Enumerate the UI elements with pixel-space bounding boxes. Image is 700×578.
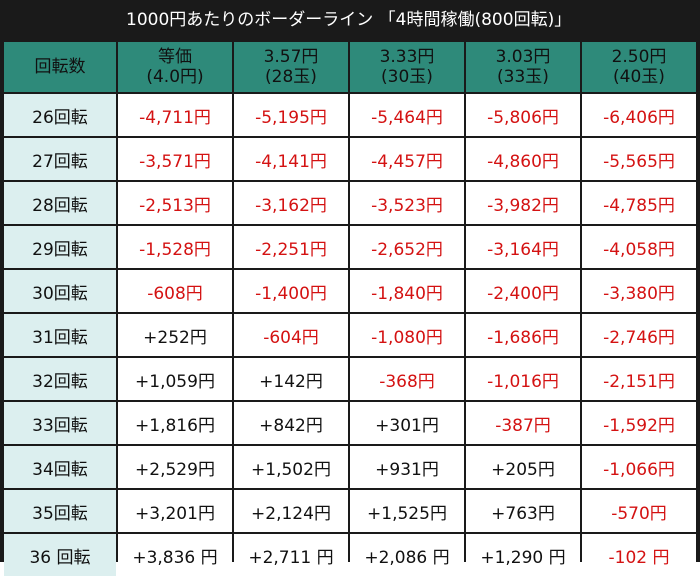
table-cell: -1,066円 [582,446,696,488]
header-rate: 3.33円 (30玉) [350,42,464,92]
table-cell: -570円 [582,490,696,532]
table-cell: -3,571円 [118,138,232,180]
table-row: 28回転 -2,513円 -3,162円 -3,523円 -3,982円 -4,785円 [4,182,696,224]
table-cell: -2,652円 [350,226,464,268]
border-line-table: 回転数 等価 (4.0円) 3.57円 (28玉) 3.33円 (30玉) 3.03円… [2,40,698,578]
table-cell: +1,525円 [350,490,464,532]
table-cell: -4,711円 [118,94,232,136]
row-label: 27回転 [4,138,116,180]
table-cell: +2,711 円 [234,534,348,576]
table-cell: +252円 [118,314,232,356]
table-cell: +2,086 円 [350,534,464,576]
table-cell: -5,464円 [350,94,464,136]
table-row: 27回転 -3,571円 -4,141円 -4,457円 -4,860円 -5,565円 [4,138,696,180]
row-label: 31回転 [4,314,116,356]
table-cell: -1,400円 [234,270,348,312]
table-cell: +2,529円 [118,446,232,488]
table-cell: +763円 [466,490,580,532]
table-row: 29回転 -1,528円 -2,251円 -2,652円 -3,164円 -4,058円 [4,226,696,268]
table-cell: -2,251円 [234,226,348,268]
header-rate: 2.50円 (40玉) [582,42,696,92]
table-cell: -1,016円 [466,358,580,400]
row-label: 32回転 [4,358,116,400]
table-cell: -3,162円 [234,182,348,224]
table-cell: -1,840円 [350,270,464,312]
table-cell: +142円 [234,358,348,400]
table-cell: +1,502円 [234,446,348,488]
table-row: 34回転 +2,529円 +1,502円 +931円 +205円 -1,066円 [4,446,696,488]
table-cell: +205円 [466,446,580,488]
table-row: 30回転 -608円 -1,400円 -1,840円 -2,400円 -3,380円 [4,270,696,312]
header-rate: 等価 (4.0円) [118,42,232,92]
table-cell: -102 円 [582,534,696,576]
table-cell: +3,201円 [118,490,232,532]
table-row: 26回転 -4,711円 -5,195円 -5,464円 -5,806円 -6,406円 [4,94,696,136]
table-cell: -4,860円 [466,138,580,180]
row-label: 35回転 [4,490,116,532]
header-row: 回転数 等価 (4.0円) 3.57円 (28玉) 3.33円 (30玉) 3.03円… [4,42,696,92]
table-cell: -6,406円 [582,94,696,136]
table-cell: -1,528円 [118,226,232,268]
table-cell: -1,592円 [582,402,696,444]
table-row: 36 回転 +3,836 円 +2,711 円 +2,086 円 +1,290 円 -10… [4,534,696,576]
table-cell: +1,290 円 [466,534,580,576]
table-cell: -368円 [350,358,464,400]
table-cell: -4,058円 [582,226,696,268]
table-cell: -5,195円 [234,94,348,136]
table-cell: -604円 [234,314,348,356]
header-rate: 3.03円 (33玉) [466,42,580,92]
table-row: 31回転 +252円 -604円 -1,080円 -1,686円 -2,746円 [4,314,696,356]
table-row: 35回転 +3,201円 +2,124円 +1,525円 +763円 -570円 [4,490,696,532]
table-cell: +2,124円 [234,490,348,532]
table-cell: -2,746円 [582,314,696,356]
row-label: 30回転 [4,270,116,312]
table-cell: +3,836 円 [118,534,232,576]
table-row: 32回転 +1,059円 +142円 -368円 -1,016円 -2,151円 [4,358,696,400]
table-cell: -4,141円 [234,138,348,180]
header-spins: 回転数 [4,42,116,92]
table-title: 1000円あたりのボーダーライン 「4時間稼働(800回転)」 [126,10,572,30]
table-cell: -2,151円 [582,358,696,400]
row-label: 34回転 [4,446,116,488]
row-label: 29回転 [4,226,116,268]
table-cell: -387円 [466,402,580,444]
table-row: 33回転 +1,816円 +842円 +301円 -387円 -1,592円 [4,402,696,444]
table-cell: -5,806円 [466,94,580,136]
table-cell: -4,785円 [582,182,696,224]
table-cell: -3,982円 [466,182,580,224]
table-cell: +1,816円 [118,402,232,444]
table-cell: -4,457円 [350,138,464,180]
row-label: 33回転 [4,402,116,444]
table-cell: -1,686円 [466,314,580,356]
table-cell: -3,380円 [582,270,696,312]
table-cell: -3,523円 [350,182,464,224]
header-rate: 3.57円 (28玉) [234,42,348,92]
row-label: 28回転 [4,182,116,224]
table-cell: +301円 [350,402,464,444]
table-cell: +931円 [350,446,464,488]
table-cell: +1,059円 [118,358,232,400]
table-cell: -2,400円 [466,270,580,312]
table-cell: -608円 [118,270,232,312]
row-label: 26回転 [4,94,116,136]
row-label: 36 回転 [4,534,116,576]
table-cell: -5,565円 [582,138,696,180]
table-cell: -1,080円 [350,314,464,356]
table-cell: -3,164円 [466,226,580,268]
table-cell: -2,513円 [118,182,232,224]
table-cell: +842円 [234,402,348,444]
